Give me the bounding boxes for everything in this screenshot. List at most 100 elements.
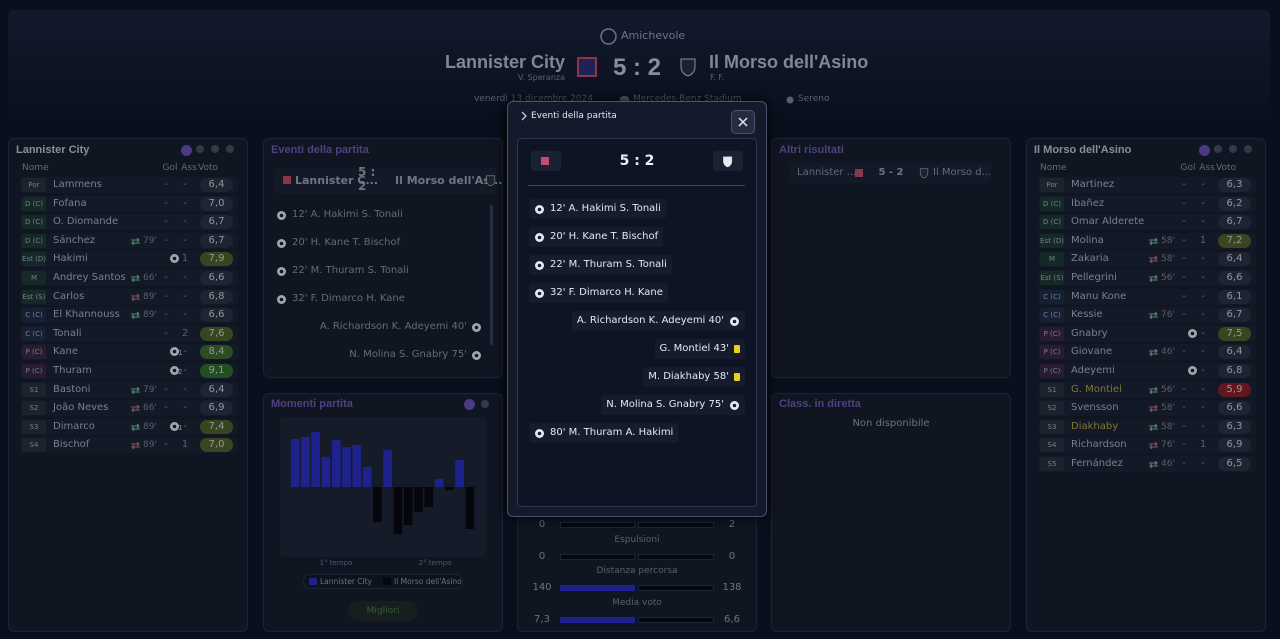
- goals: -: [1182, 309, 1186, 321]
- page-dot[interactable]: [481, 400, 489, 408]
- logo-bg: [855, 169, 863, 177]
- stat-home: 140: [532, 582, 552, 593]
- player-name: Ibañez: [1071, 197, 1105, 209]
- ball-spot: [1190, 368, 1195, 373]
- assists: -: [183, 272, 187, 283]
- goals: -: [1182, 346, 1186, 358]
- player-name: Bischof: [53, 439, 90, 451]
- column-header: Nome: [1040, 163, 1067, 173]
- player-row: [20, 363, 238, 379]
- arrows: [1149, 461, 1158, 468]
- close-button[interactable]: [731, 110, 755, 134]
- stat-label: Media voto: [612, 597, 662, 608]
- page-dot[interactable]: [226, 145, 234, 153]
- lineup-title: Il Morso dell'Asino: [1034, 144, 1132, 156]
- position-badge: Est (D): [22, 252, 46, 267]
- rating: 6,6: [1218, 401, 1251, 416]
- page-dot[interactable]: [1229, 145, 1237, 153]
- goals: -: [164, 234, 168, 246]
- score: 5 : 2: [358, 165, 376, 193]
- page-dot[interactable]: [196, 145, 204, 153]
- page-dot[interactable]: [1214, 145, 1222, 153]
- result-row: [789, 163, 991, 183]
- event-row: M. Diakhaby 58': [643, 367, 745, 387]
- page-dot[interactable]: [464, 399, 475, 410]
- team-logo: [680, 58, 696, 77]
- assists: -: [1201, 272, 1205, 283]
- position-badge: P (C): [22, 364, 46, 378]
- assists: -: [1201, 365, 1205, 376]
- rating: 6,4: [1218, 252, 1251, 267]
- position-badge: D (C): [1040, 215, 1064, 230]
- assists: -: [183, 309, 187, 321]
- goals: -: [1182, 383, 1186, 395]
- player-name: Richardson: [1071, 439, 1127, 451]
- stat-track: [638, 522, 714, 528]
- shield: [919, 168, 929, 179]
- event-row: G. Montiel 43': [654, 339, 745, 359]
- column-header: Nome: [22, 163, 49, 173]
- page-dot[interactable]: [181, 145, 192, 156]
- player-name: Svensson: [1071, 402, 1119, 414]
- player-row: [20, 195, 238, 212]
- player-row: [1038, 437, 1256, 454]
- position-badge: C (C): [1040, 308, 1064, 323]
- player-name: Fernández: [1071, 458, 1123, 469]
- player-row: [1038, 456, 1256, 472]
- arrows: [1149, 386, 1158, 394]
- assists: -: [1201, 458, 1205, 469]
- player-row: [1038, 251, 1256, 268]
- player-row: [1038, 363, 1256, 379]
- page-dot[interactable]: [211, 145, 219, 153]
- goals: -: [1182, 290, 1186, 302]
- player-name: Kessie: [1071, 309, 1103, 321]
- goal-icon: [472, 323, 481, 332]
- legend-swatch: [309, 578, 317, 585]
- player-name: Manu Kone: [1071, 290, 1127, 302]
- sub-minute: 66': [143, 403, 157, 414]
- goal-icon: [535, 288, 544, 298]
- sub-minute: 56': [1161, 384, 1175, 395]
- sub-icon: [131, 405, 140, 413]
- goal-icon: [1188, 366, 1197, 375]
- goals: -: [164, 290, 168, 302]
- position-badge: M: [1040, 252, 1064, 267]
- logo-bg: [283, 176, 291, 184]
- player-name: Diakhaby: [1071, 420, 1119, 432]
- event-text: 12' A. Hakimi S. Tonali: [292, 209, 403, 220]
- team-logo: [723, 156, 733, 168]
- goals: -: [1182, 458, 1186, 469]
- goals: -: [164, 383, 168, 395]
- player-name: Pellegrini: [1071, 272, 1117, 283]
- home-manager: V. Speranza: [518, 73, 565, 82]
- away-manager: F. F.: [710, 73, 725, 82]
- goal-icon: [170, 421, 179, 431]
- stat-home: 7,3: [534, 613, 550, 625]
- assists: 1: [181, 439, 189, 451]
- assists: -: [1201, 179, 1205, 190]
- bar: [434, 479, 444, 487]
- goal-icon: [535, 204, 544, 214]
- close-icon: [738, 117, 748, 127]
- arrows: [1149, 275, 1158, 282]
- position-badge: Est (S): [1040, 271, 1064, 285]
- rating: 6,3: [1218, 419, 1251, 434]
- shield: [723, 156, 733, 168]
- chevron: [521, 111, 527, 121]
- position-badge: C (C): [22, 308, 46, 323]
- team-logo: [919, 168, 929, 179]
- icon-ring: [600, 28, 617, 45]
- plot-area: [280, 417, 486, 557]
- home-logo: [283, 176, 291, 184]
- player-row: [20, 177, 238, 193]
- sub-minute: 79': [143, 235, 157, 246]
- sub-icon: [131, 312, 140, 320]
- page-dot[interactable]: [1244, 145, 1252, 153]
- best-button[interactable]: [348, 601, 418, 621]
- player-name: Kane: [53, 346, 78, 358]
- bar: [424, 487, 434, 507]
- arrows: [131, 237, 140, 245]
- assists: -: [183, 216, 187, 228]
- ball-spot: [537, 263, 542, 267]
- page-dot[interactable]: [1199, 145, 1210, 156]
